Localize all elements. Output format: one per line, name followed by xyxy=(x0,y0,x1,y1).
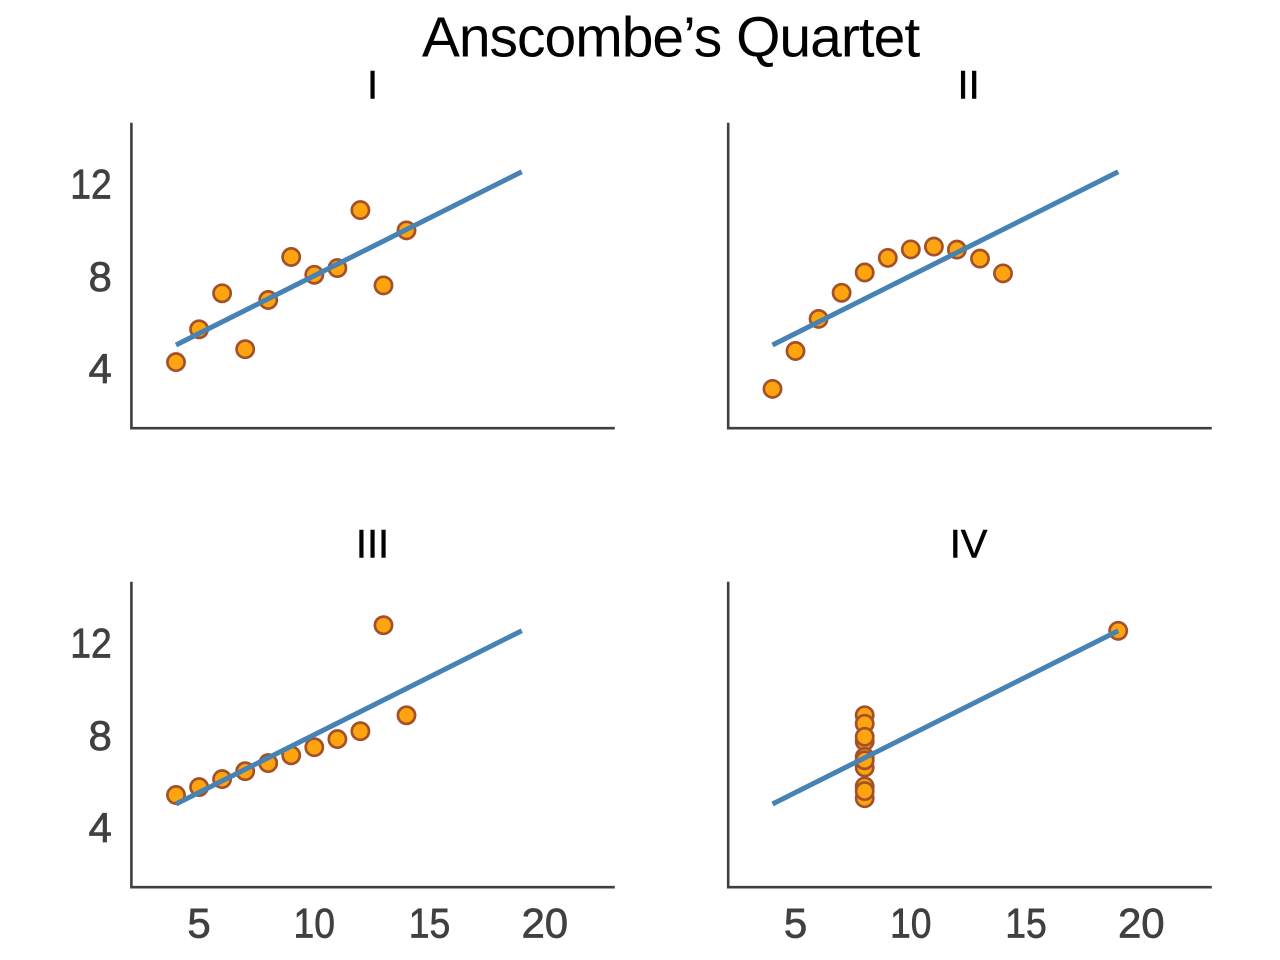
svg-text:12: 12 xyxy=(70,160,112,207)
svg-text:IV: IV xyxy=(950,523,988,567)
svg-text:20: 20 xyxy=(1118,899,1165,946)
svg-text:10: 10 xyxy=(890,899,932,946)
svg-text:4: 4 xyxy=(88,345,111,392)
svg-text:II: II xyxy=(957,64,979,108)
svg-text:15: 15 xyxy=(409,899,451,946)
svg-text:III: III xyxy=(356,523,389,567)
svg-text:5: 5 xyxy=(187,899,210,946)
svg-text:8: 8 xyxy=(88,253,111,300)
svg-text:Anscombe’s Quartet: Anscombe’s Quartet xyxy=(422,6,921,70)
svg-text:10: 10 xyxy=(294,899,336,946)
svg-text:I: I xyxy=(367,64,378,108)
svg-text:5: 5 xyxy=(784,899,807,946)
svg-text:20: 20 xyxy=(521,899,568,946)
svg-text:4: 4 xyxy=(88,804,111,851)
svg-text:15: 15 xyxy=(1005,899,1047,946)
svg-text:12: 12 xyxy=(70,619,112,666)
svg-text:8: 8 xyxy=(88,712,111,759)
